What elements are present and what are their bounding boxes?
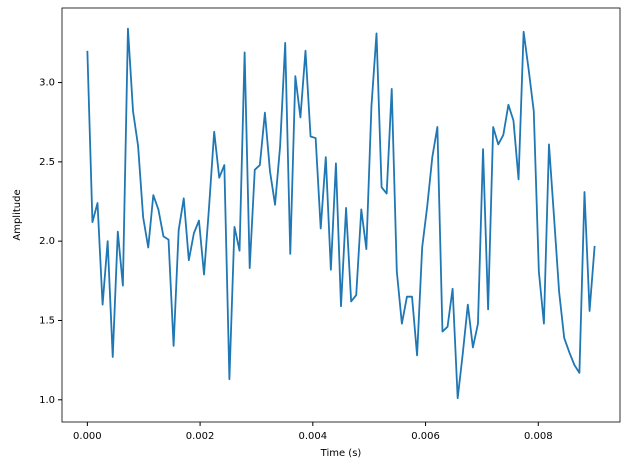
x-tick-label: 0.002	[186, 431, 215, 442]
y-tick-label: 1.0	[39, 395, 55, 406]
x-axis-label: Time (s)	[320, 448, 362, 459]
plot-frame	[61, 7, 621, 423]
x-tick-label: 0.008	[524, 431, 553, 442]
x-tick-label: 0.004	[298, 431, 327, 442]
x-tick-label: 0.006	[411, 431, 440, 442]
line-series	[86, 27, 596, 400]
x-tick-label: 0.000	[73, 431, 102, 442]
y-tick-label: 3.0	[39, 78, 55, 89]
y-tick-label: 1.5	[39, 315, 55, 326]
y-axis-label: Amplitude	[12, 189, 23, 240]
y-tick-label: 2.5	[39, 157, 55, 168]
y-tick-label: 2.0	[39, 236, 55, 247]
